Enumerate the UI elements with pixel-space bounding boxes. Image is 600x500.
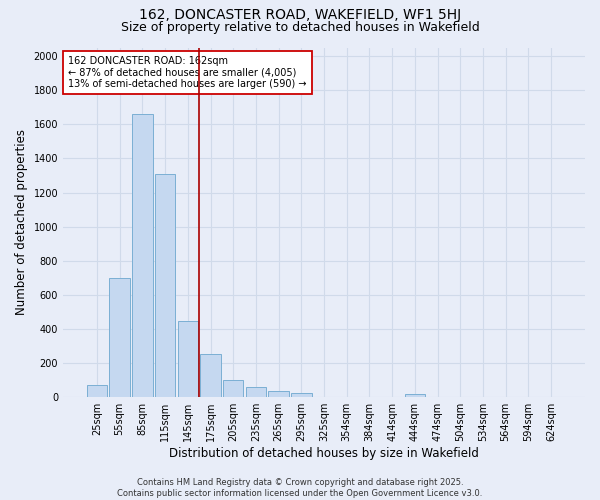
Bar — [245, 387, 266, 397]
Text: 162, DONCASTER ROAD, WAKEFIELD, WF1 5HJ: 162, DONCASTER ROAD, WAKEFIELD, WF1 5HJ — [139, 8, 461, 22]
Bar — [155, 174, 175, 397]
X-axis label: Distribution of detached houses by size in Wakefield: Distribution of detached houses by size … — [169, 447, 479, 460]
Bar — [178, 322, 198, 397]
Y-axis label: Number of detached properties: Number of detached properties — [15, 130, 28, 316]
Bar — [132, 114, 152, 397]
Bar — [200, 354, 221, 397]
Text: Contains HM Land Registry data © Crown copyright and database right 2025.
Contai: Contains HM Land Registry data © Crown c… — [118, 478, 482, 498]
Bar — [87, 386, 107, 397]
Bar — [291, 393, 311, 397]
Bar — [109, 278, 130, 397]
Text: 162 DONCASTER ROAD: 162sqm
← 87% of detached houses are smaller (4,005)
13% of s: 162 DONCASTER ROAD: 162sqm ← 87% of deta… — [68, 56, 307, 90]
Bar — [404, 394, 425, 397]
Bar — [268, 391, 289, 397]
Bar — [223, 380, 244, 397]
Text: Size of property relative to detached houses in Wakefield: Size of property relative to detached ho… — [121, 21, 479, 34]
